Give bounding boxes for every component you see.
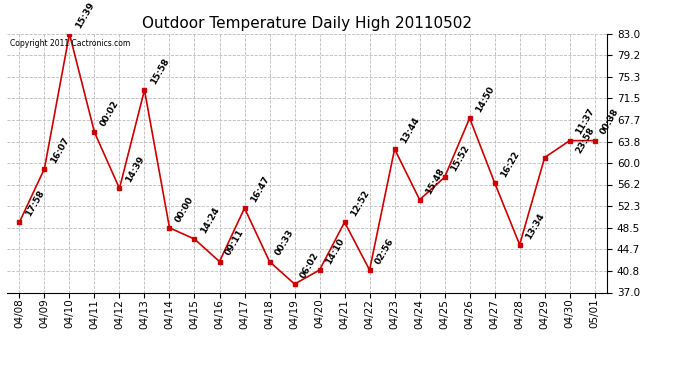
Text: 17:58: 17:58 <box>23 189 46 218</box>
Text: 14:24: 14:24 <box>199 206 221 235</box>
Text: 00:02: 00:02 <box>99 99 121 128</box>
Title: Outdoor Temperature Daily High 20110502: Outdoor Temperature Daily High 20110502 <box>142 16 472 31</box>
Text: 00:38: 00:38 <box>599 107 621 136</box>
Text: 15:58: 15:58 <box>148 57 170 86</box>
Text: 14:39: 14:39 <box>124 155 146 184</box>
Text: 11:37: 11:37 <box>574 107 596 136</box>
Text: 15:39: 15:39 <box>74 0 96 30</box>
Text: 00:00: 00:00 <box>174 195 195 224</box>
Text: 23:58: 23:58 <box>574 125 596 154</box>
Text: 16:22: 16:22 <box>499 149 521 178</box>
Text: 15:52: 15:52 <box>448 144 471 173</box>
Text: 09:11: 09:11 <box>224 228 246 257</box>
Text: 16:47: 16:47 <box>248 174 271 204</box>
Text: 14:10: 14:10 <box>324 237 346 266</box>
Text: 14:50: 14:50 <box>474 85 496 114</box>
Text: 15:48: 15:48 <box>424 166 446 195</box>
Text: 00:33: 00:33 <box>274 228 296 257</box>
Text: 12:52: 12:52 <box>348 189 371 218</box>
Text: 02:56: 02:56 <box>374 237 396 266</box>
Text: 13:34: 13:34 <box>524 211 546 240</box>
Text: 16:07: 16:07 <box>48 135 70 165</box>
Text: 13:44: 13:44 <box>399 116 421 145</box>
Text: 06:02: 06:02 <box>299 251 321 280</box>
Text: Copyright 2011 Cactronics.com: Copyright 2011 Cactronics.com <box>10 39 130 48</box>
